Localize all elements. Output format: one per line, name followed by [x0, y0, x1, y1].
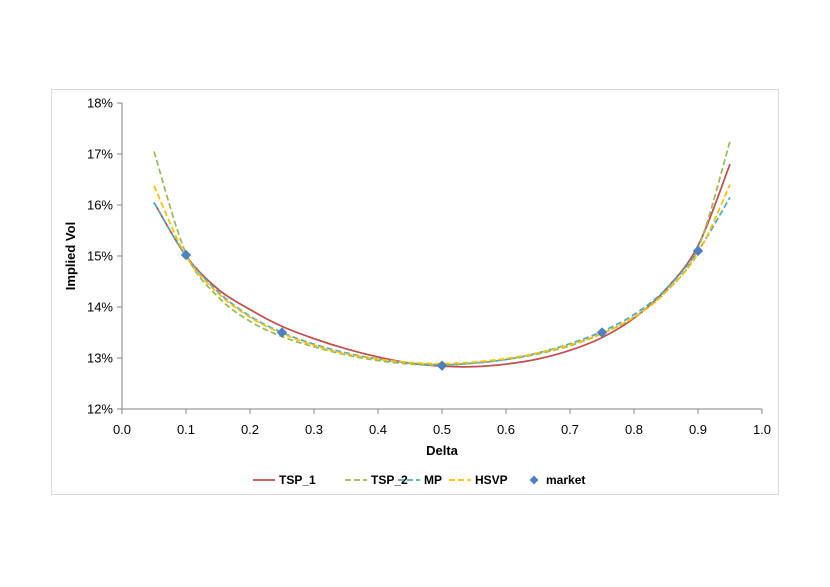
y-tick-label: 12% — [87, 402, 113, 417]
x-tick-label: 0.4 — [369, 422, 387, 437]
x-tick-label: 1.0 — [753, 422, 771, 437]
series-hsvp-line — [153, 184, 731, 365]
x-tick-label: 0.9 — [689, 422, 707, 437]
series-market-point — [180, 249, 192, 261]
x-tick-label: 0.2 — [241, 422, 259, 437]
legend-swatch-market — [529, 475, 539, 485]
y-axis-title: Implied Vol — [63, 222, 78, 290]
y-tick-label: 15% — [87, 249, 113, 264]
series-layer — [153, 140, 731, 371]
x-tick-label: 0.1 — [177, 422, 195, 437]
legend-label-tsp-1: TSP_1 — [279, 473, 316, 487]
x-axis-title: Delta — [426, 443, 459, 458]
legend-label-market: market — [546, 473, 585, 487]
series-mp-line — [153, 196, 731, 366]
x-tick-label: 0.5 — [433, 422, 451, 437]
y-tick-label: 13% — [87, 351, 113, 366]
series-market-point — [276, 327, 288, 338]
series-tsp-1-line — [153, 163, 731, 368]
y-tick-label: 14% — [87, 300, 113, 315]
series-tsp-2-line — [153, 140, 731, 367]
x-tick-label: 0.8 — [625, 422, 643, 437]
legend-label-tsp-2: TSP_2 — [371, 473, 408, 487]
series-market-point — [692, 245, 704, 257]
series-market-point — [436, 360, 448, 371]
series-market-point — [596, 327, 608, 338]
legend-label-mp: MP — [424, 473, 442, 487]
y-tick-label: 18% — [87, 96, 113, 111]
chart-frame — [51, 89, 779, 495]
x-tick-label: 0.3 — [305, 422, 323, 437]
x-tick-label: 0.0 — [113, 422, 131, 437]
y-tick-label: 17% — [87, 147, 113, 162]
legend: TSP_1 TSP_2 MP HSVP market — [253, 473, 585, 487]
x-tick-label: 0.6 — [497, 422, 515, 437]
y-tick-label: 16% — [87, 198, 113, 213]
x-tick-label: 0.7 — [561, 422, 579, 437]
axes-layer: 12% 13% 14% 15% 16% 17% 18% 0.0 0.1 0.2 0.3 0.4 0.5 0… — [87, 96, 771, 438]
legend-label-hsvp: HSVP — [475, 473, 508, 487]
